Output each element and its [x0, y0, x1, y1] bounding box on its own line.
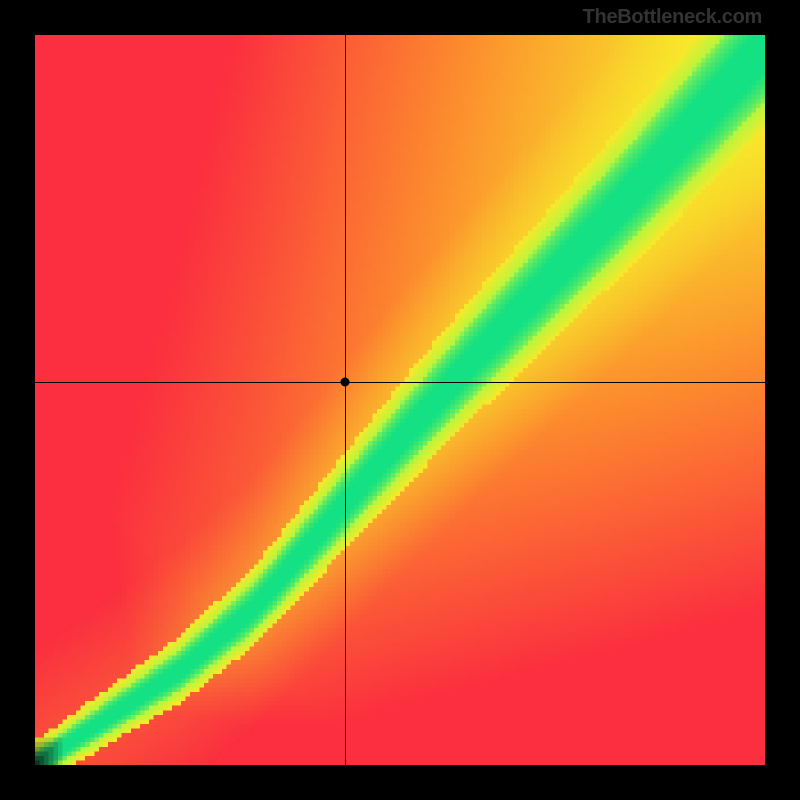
crosshair-horizontal — [35, 382, 765, 383]
crosshair-marker — [341, 377, 350, 386]
heatmap-canvas — [35, 35, 765, 765]
watermark-text: TheBottleneck.com — [583, 6, 762, 29]
chart-container: TheBottleneck.com — [0, 0, 800, 800]
crosshair-vertical — [345, 35, 346, 765]
heatmap-plot — [35, 35, 765, 765]
